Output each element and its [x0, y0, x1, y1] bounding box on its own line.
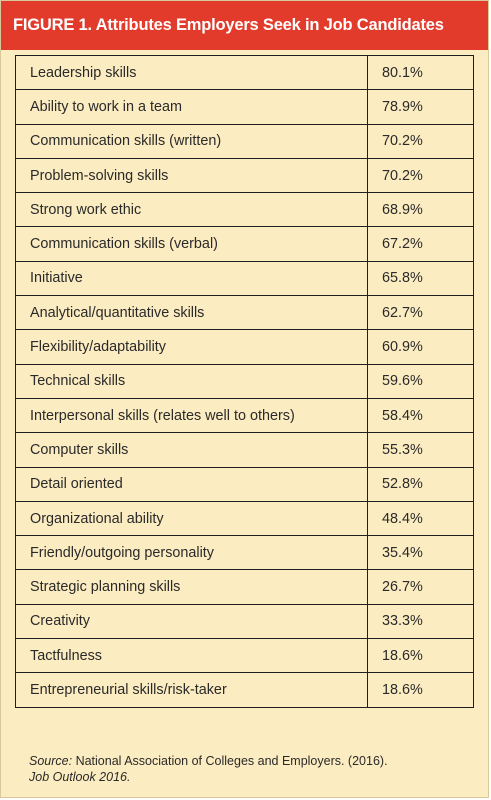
attribute-label: Ability to work in a team [15, 89, 368, 125]
percent-value: 58.4% [367, 397, 474, 434]
table-row: Tactfulness 18.6% [15, 638, 474, 674]
attribute-label: Creativity [15, 603, 368, 640]
table-row: Strong work ethic 68.9% [15, 192, 474, 228]
attribute-label: Tactfulness [15, 638, 368, 674]
percent-value: 48.4% [367, 500, 474, 537]
table-row: Problem-solving skills 70.2% [15, 157, 474, 194]
table-row: Detail oriented 52.8% [15, 466, 474, 502]
source-text: National Association of Colleges and Emp… [72, 754, 388, 768]
figure-title: FIGURE 1. Attributes Employers Seek in J… [1, 1, 488, 50]
attribute-label: Entrepreneurial skills/risk-taker [15, 672, 368, 708]
table-row: Organizational ability 48.4% [15, 500, 474, 537]
percent-value: 80.1% [367, 54, 474, 91]
attribute-label: Initiative [15, 260, 368, 297]
attribute-label: Technical skills [15, 363, 368, 399]
source-publication: Job Outlook 2016. [29, 770, 131, 784]
percent-value: 18.6% [367, 638, 474, 674]
attribute-label: Leadership skills [15, 54, 368, 91]
attribute-label: Problem-solving skills [15, 157, 368, 194]
percent-value: 59.6% [367, 363, 474, 399]
percent-value: 78.9% [367, 89, 474, 125]
attribute-label: Detail oriented [15, 466, 368, 502]
attribute-label: Communication skills (written) [15, 123, 368, 159]
attribute-label: Interpersonal skills (relates well to ot… [15, 397, 368, 434]
percent-value: 26.7% [367, 569, 474, 605]
table-row: Flexibility/adaptability 60.9% [15, 329, 474, 365]
table-row: Technical skills 59.6% [15, 363, 474, 399]
table-row: Leadership skills 80.1% [15, 54, 474, 91]
table-row: Communication skills (written) 70.2% [15, 123, 474, 159]
attribute-label: Flexibility/adaptability [15, 329, 368, 365]
percent-value: 18.6% [367, 672, 474, 708]
attribute-label: Organizational ability [15, 500, 368, 537]
percent-value: 60.9% [367, 329, 474, 365]
attribute-label: Communication skills (verbal) [15, 226, 368, 262]
percent-value: 35.4% [367, 535, 474, 571]
attribute-label: Strong work ethic [15, 192, 368, 228]
attribute-label: Computer skills [15, 432, 368, 468]
source-line: Source: National Association of Colleges… [29, 753, 388, 769]
attribute-label: Friendly/outgoing personality [15, 535, 368, 571]
table-row: Entrepreneurial skills/risk-taker 18.6% [15, 672, 474, 708]
percent-value: 65.8% [367, 260, 474, 297]
table-row: Interpersonal skills (relates well to ot… [15, 397, 474, 434]
percent-value: 62.7% [367, 295, 474, 331]
table-row: Computer skills 55.3% [15, 432, 474, 468]
percent-value: 67.2% [367, 226, 474, 262]
percent-value: 33.3% [367, 603, 474, 640]
percent-value: 52.8% [367, 466, 474, 502]
table-row: Communication skills (verbal) 67.2% [15, 226, 474, 262]
percent-value: 55.3% [367, 432, 474, 468]
attributes-table-body: Leadership skills 80.1% Ability to work in… [15, 54, 474, 708]
attribute-label: Analytical/quantitative skills [15, 295, 368, 331]
table-row: Strategic planning skills 26.7% [15, 569, 474, 605]
table-row: Analytical/quantitative skills 62.7% [15, 295, 474, 331]
table-row: Ability to work in a team 78.9% [15, 89, 474, 125]
percent-value: 68.9% [367, 192, 474, 228]
percent-value: 70.2% [367, 123, 474, 159]
table-row: Creativity 33.3% [15, 603, 474, 640]
percent-value: 70.2% [367, 157, 474, 194]
table-row: Friendly/outgoing personality 35.4% [15, 535, 474, 571]
attributes-table: Leadership skills 80.1% Ability to work in… [15, 54, 474, 708]
attribute-label: Strategic planning skills [15, 569, 368, 605]
source-note: Source: National Association of Colleges… [29, 753, 388, 785]
source-label: Source: [29, 754, 73, 768]
table-row: Initiative 65.8% [15, 260, 474, 297]
